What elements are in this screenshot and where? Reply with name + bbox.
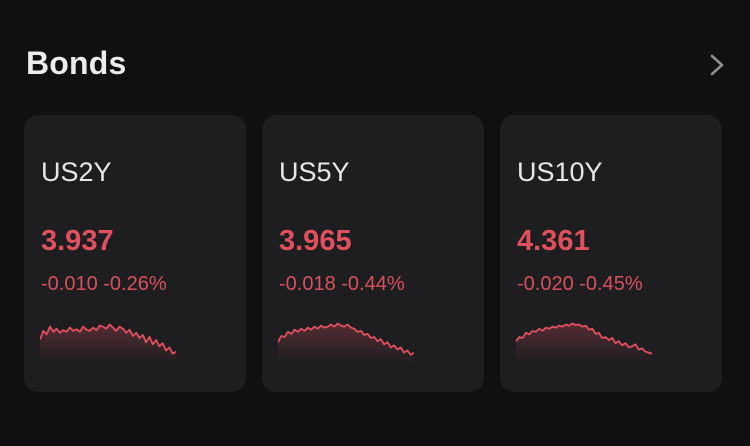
chevron-right-icon[interactable] (705, 50, 729, 80)
sparkline-chart (40, 323, 176, 363)
section-title: Bonds (26, 45, 127, 81)
bond-price: 3.937 (41, 225, 114, 257)
sparkline-chart (516, 322, 652, 363)
sparkline-area (278, 323, 414, 363)
bond-change: -0.020 -0.45% (517, 273, 643, 295)
bond-card-us5y[interactable]: US5Y 3.965 -0.018 -0.44% (262, 115, 484, 392)
bond-price: 4.361 (517, 225, 590, 257)
bond-symbol: US5Y (279, 157, 350, 187)
bond-price: 3.965 (279, 225, 352, 257)
bond-card-us10y[interactable]: US10Y 4.361 -0.020 -0.45% (500, 115, 722, 392)
sparkline-area (516, 323, 652, 363)
sparkline-line (516, 322, 652, 355)
bond-symbol: US10Y (517, 157, 603, 187)
bond-card-us2y[interactable]: US2Y 3.937 -0.010 -0.26% (24, 115, 246, 392)
sparkline-area (40, 324, 176, 363)
bond-symbol: US2Y (41, 157, 112, 187)
bond-change: -0.010 -0.26% (41, 273, 167, 295)
sparkline-line (40, 323, 176, 355)
sparkline-line (278, 322, 414, 356)
bond-change: -0.018 -0.44% (279, 273, 405, 295)
sparkline-chart (278, 322, 414, 363)
